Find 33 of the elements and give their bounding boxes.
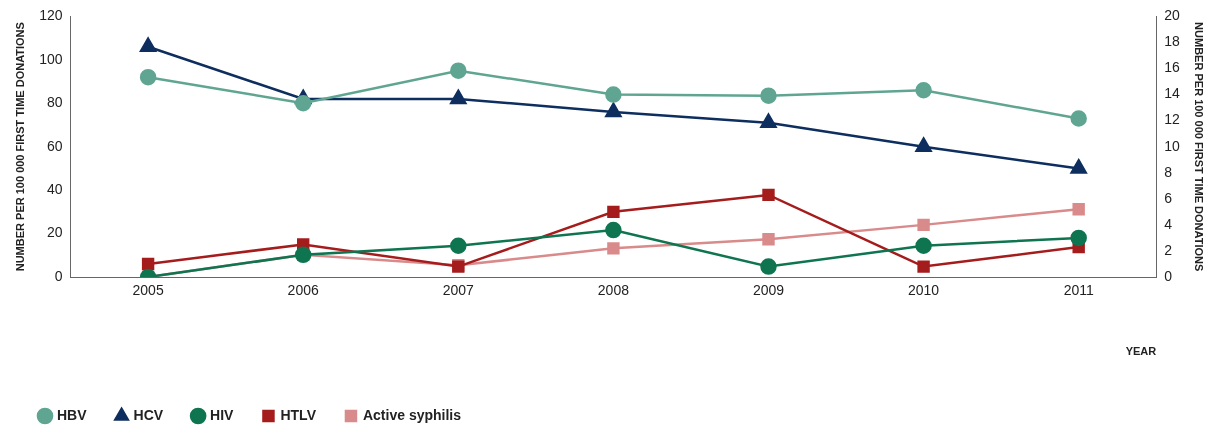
y2-tick-label: 8 [1164, 163, 1173, 180]
x-tick-label: 2009 [752, 282, 785, 299]
y2-tick-label: 10 [1164, 137, 1181, 154]
x-tick-label: 2007 [442, 282, 475, 299]
y2-tick-label: 20 [1164, 7, 1181, 24]
x-axis-title: YEAR [1125, 345, 1157, 358]
y2-tick-label: 14 [1164, 85, 1181, 102]
legend-label: HIV [210, 406, 235, 423]
legend-label: HCV [133, 406, 164, 423]
x-tick-label: 2005 [132, 282, 164, 299]
y2-tick-label: 0 [1164, 267, 1173, 284]
y-tick-label: 120 [39, 7, 63, 24]
y-tick-label: 80 [46, 94, 63, 111]
x-tick-label: 2008 [597, 282, 630, 299]
y2-tick-label: 12 [1164, 111, 1181, 128]
legend-label: HBV [57, 406, 88, 423]
x-tick-label: 2006 [287, 282, 319, 299]
y-tick-label: 20 [46, 224, 63, 241]
y2-tick-label: 4 [1164, 215, 1173, 232]
y2-tick-label: 18 [1164, 33, 1181, 50]
x-tick-label: 2010 [908, 282, 940, 299]
y2-tick-label: 6 [1164, 189, 1173, 206]
y2-axis-title: NUMBER PER 100 000 FIRST TIME DONATIONS [1193, 22, 1206, 272]
y-axis-title: NUMBER PER 100 000 FIRST TIME DONATIONS [13, 22, 26, 272]
y-tick-label: 100 [39, 50, 63, 67]
y2-tick-label: 16 [1164, 59, 1181, 76]
legend-label: Active syphilis [362, 406, 462, 423]
legend-label: HTLV [280, 406, 317, 423]
x-tick-label: 2011 [1063, 282, 1094, 299]
y-tick-label: 40 [46, 180, 63, 197]
y-tick-label: 60 [46, 137, 63, 154]
y2-tick-label: 2 [1164, 241, 1173, 258]
y-tick-label: 0 [54, 267, 63, 284]
